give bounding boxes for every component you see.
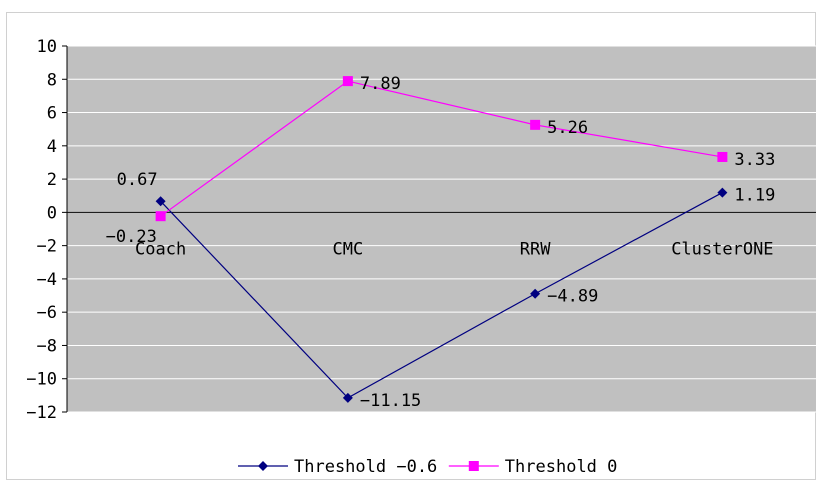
- data-point-diamond: [155, 196, 166, 207]
- category-label: RRW: [520, 239, 551, 259]
- data-labels: 0.67 −11.15 −4.89 1.19 −0.23 7.89 5.26 3.33: [106, 74, 776, 411]
- y-tick-label: −4: [37, 270, 57, 290]
- category-label: ClusterONE: [671, 239, 773, 259]
- data-label: −0.23: [106, 227, 157, 247]
- legend-label: Threshold −0.6: [294, 457, 437, 477]
- y-tick-label: −10: [26, 370, 57, 390]
- y-tick-label: −2: [37, 237, 57, 257]
- plot-area: [67, 46, 816, 412]
- data-point-diamond: [530, 288, 541, 299]
- data-point-square: [530, 119, 541, 130]
- y-tick-label: −12: [26, 403, 57, 423]
- legend-label: Threshold 0: [505, 457, 618, 477]
- y-tick-label: −8: [37, 336, 57, 356]
- data-point-diamond: [342, 392, 353, 403]
- y-tick-label: 4: [47, 137, 57, 157]
- y-tick-label: 8: [47, 70, 57, 90]
- series-line: [160, 192, 723, 399]
- data-point-square: [155, 211, 166, 222]
- markers: [155, 76, 728, 403]
- data-point-diamond: [717, 187, 728, 198]
- legend-marker-diamond: [258, 461, 268, 471]
- y-tick-label: −6: [37, 303, 57, 323]
- y-tick-label: 10: [37, 37, 57, 57]
- data-label: −11.15: [360, 391, 421, 411]
- series-line: [160, 80, 723, 217]
- data-label: −4.89: [547, 287, 598, 307]
- data-label: 1.19: [734, 186, 775, 206]
- y-tick-label: 2: [47, 170, 57, 190]
- data-label: 3.33: [734, 150, 775, 170]
- y-axis: 10 8 6 4 2 0 −2 −4 −6 −8 −10 −12: [26, 37, 816, 423]
- y-tick-label: 0: [47, 203, 57, 223]
- category-label: Coach: [135, 239, 186, 259]
- data-point-square: [717, 151, 728, 162]
- series-lines: [160, 80, 723, 399]
- data-label: 0.67: [117, 170, 158, 190]
- data-label: 5.26: [547, 118, 588, 138]
- data-point-square: [342, 76, 353, 87]
- category-label: CMC: [333, 239, 364, 259]
- data-label: 7.89: [360, 74, 401, 94]
- y-tick-label: 6: [47, 104, 57, 124]
- category-labels: Coach CMC RRW ClusterONE: [135, 239, 774, 259]
- legend: Threshold −0.6 Threshold 0: [238, 457, 617, 477]
- legend-marker-square: [468, 461, 479, 471]
